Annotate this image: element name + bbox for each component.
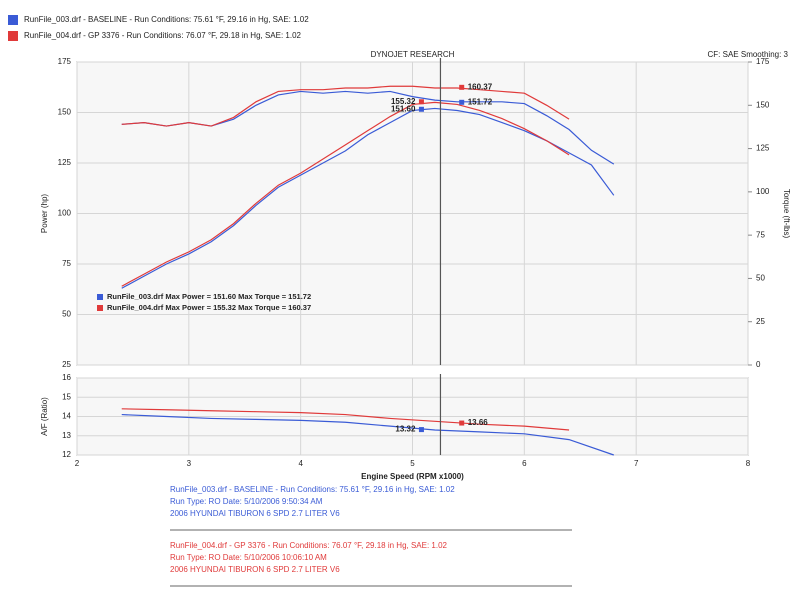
annotation-label: 155.32 [391,97,416,106]
y2-tick-label: 0 [756,360,761,369]
max-swatch [97,294,103,300]
run-detail: Run Type: RO Date: 5/10/2006 9:50:34 AM [170,497,323,506]
y2-tick-label: 150 [756,100,770,109]
annotation-marker [418,106,424,112]
annotation-label: 13.66 [468,418,489,427]
y-tick-label: 14 [62,412,71,421]
y-axis-label: Power (hp) [40,194,49,233]
series-line [121,107,615,289]
y-tick-label: 16 [62,373,71,382]
chart-title: DYNOJET RESEARCH [371,50,455,59]
y2-axis-label: Torque (ft-lbs) [782,189,791,239]
legend-swatch [8,15,18,25]
legend-label: RunFile_004.drf - GP 3376 - Run Conditio… [24,31,302,40]
run-detail: Run Type: RO Date: 5/10/2006 10:06:10 AM [170,553,327,562]
y-tick-label: 50 [62,310,71,319]
annotation-label: 151.60 [391,104,416,113]
y2-tick-label: 75 [756,230,765,239]
annotation-marker [459,84,465,90]
annotation-marker [459,99,465,105]
series-line [121,101,570,287]
max-label: RunFile_003.drf Max Power = 151.60 Max T… [107,292,311,301]
y-tick-label: 25 [62,360,71,369]
annotation-label: 160.37 [468,82,493,91]
y-tick-label: 100 [58,209,72,218]
y2-tick-label: 25 [756,317,765,326]
annotation-marker [459,420,465,426]
x-axis-label: Engine Speed (RPM x1000) [361,472,464,481]
legend-label: RunFile_003.drf - BASELINE - Run Conditi… [24,15,309,24]
x-tick-label: 2 [75,459,80,468]
y-tick-label: 15 [62,392,71,401]
y-tick-label: 13 [62,431,71,440]
run-detail: 2006 HYUNDAI TIBURON 6 SPD 2.7 LITER V6 [170,565,340,574]
annotation-marker [418,99,424,105]
y-tick-label: 75 [62,259,71,268]
y2-tick-label: 125 [756,144,770,153]
x-tick-label: 8 [746,459,751,468]
max-swatch [97,305,103,311]
annotation-label: 151.72 [468,97,493,106]
y-tick-label: 125 [58,158,72,167]
max-label: RunFile_004.drf Max Power = 155.32 Max T… [107,303,311,312]
series-line [121,408,570,431]
y-tick-label: 175 [58,57,72,66]
annotation-label: 13.32 [395,425,416,434]
y-tick-label: 12 [62,450,71,459]
y-tick-label: 150 [58,108,72,117]
y2-tick-label: 100 [756,187,770,196]
series-line [121,413,614,456]
y2-tick-label: 50 [756,274,765,283]
run-detail: RunFile_004.drf - GP 3376 - Run Conditio… [170,541,448,550]
x-tick-label: 5 [410,459,415,468]
x-tick-label: 7 [634,459,639,468]
legend-swatch [8,31,18,41]
x-tick-label: 4 [298,459,303,468]
annotation-marker [418,427,424,433]
y2-tick-label: 175 [756,57,770,66]
run-detail: RunFile_003.drf - BASELINE - Run Conditi… [170,485,455,494]
x-tick-label: 3 [187,459,192,468]
y-axis-label: A/F (Ratio) [40,397,49,436]
chart-subtitle: CF: SAE Smoothing: 3 [708,50,789,59]
x-tick-label: 6 [522,459,527,468]
series-line [121,85,570,127]
run-detail: 2006 HYUNDAI TIBURON 6 SPD 2.7 LITER V6 [170,509,340,518]
